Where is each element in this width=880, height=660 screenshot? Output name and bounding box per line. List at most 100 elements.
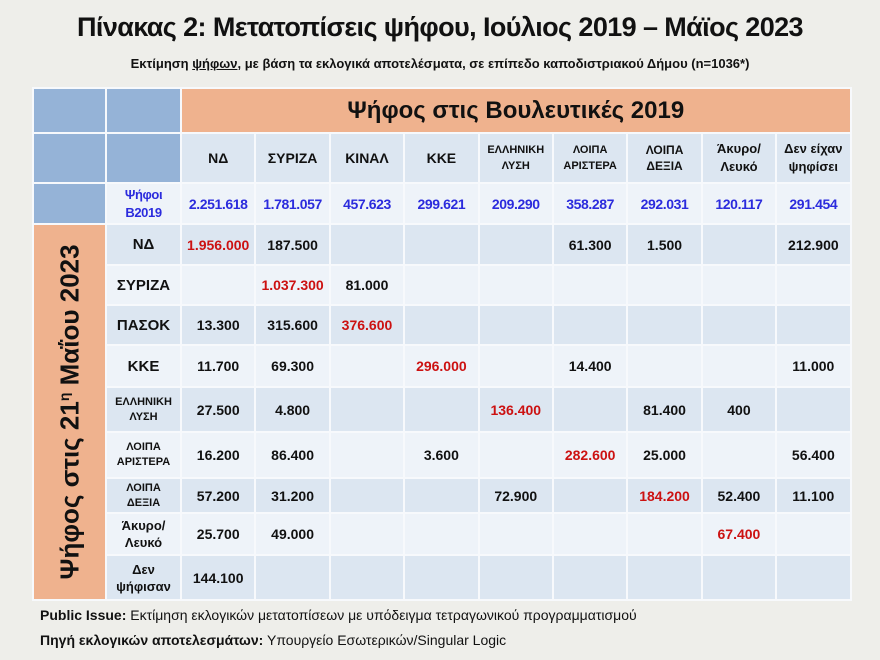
table-cell xyxy=(179,264,257,306)
votes-2019-cell: 291.454 xyxy=(775,182,852,225)
table-cell xyxy=(775,386,852,433)
table-cell xyxy=(626,304,703,346)
table-cell xyxy=(328,431,406,479)
table-row: ΕΛΛΗΝΙΚΗ ΛΥΣΗ 27.500 4.800 136.400 81.400 400 xyxy=(33,386,852,433)
table-cell: 31.200 xyxy=(254,477,331,514)
table-cell xyxy=(403,477,480,514)
table-cell: 81.000 xyxy=(328,264,406,306)
table-cell xyxy=(477,431,554,479)
votes-2019-cell: 2.251.618 xyxy=(179,182,257,225)
row-header: Δεν ψήφισαν xyxy=(105,554,182,601)
table-cell: 3.600 xyxy=(403,431,480,479)
corner-cell xyxy=(32,182,107,225)
table-cell xyxy=(700,223,778,266)
table-cell xyxy=(700,304,778,346)
table-cell xyxy=(551,512,629,556)
table-cell: 16.200 xyxy=(179,431,257,479)
table-cell xyxy=(700,264,778,306)
table-cell: 25.000 xyxy=(626,431,703,479)
column-header: ΚΙΝΑΛ xyxy=(328,132,406,184)
table-cell xyxy=(477,264,554,306)
votes-2019-cell: 292.031 xyxy=(626,182,703,225)
table-cell: 52.400 xyxy=(700,477,778,514)
table-cell xyxy=(551,386,629,433)
table-row: Άκυρο/Λευκό 25.700 49.000 67.400 xyxy=(33,512,852,556)
table-cell: 187.500 xyxy=(254,223,331,266)
table-cell xyxy=(328,477,406,514)
table-cell: 11.700 xyxy=(179,344,257,388)
table-row: ΣΥΡΙΖΑ 1.037.300 81.000 xyxy=(33,264,852,306)
table-row: ΛΟΙΠΑ ΔΕΞΙΑ 57.200 31.200 72.900 184.200 52.40… xyxy=(33,477,852,514)
row-header: ΣΥΡΙΖΑ xyxy=(105,264,182,306)
votes-2019-cell: 457.623 xyxy=(328,182,406,225)
column-header: ΣΥΡΙΖΑ xyxy=(254,132,331,184)
table-cell xyxy=(775,512,852,556)
table-cell: 144.100 xyxy=(179,554,257,601)
table-cell xyxy=(328,512,406,556)
column-header: ΕΛΛΗΝΙΚΗ ΛΥΣΗ xyxy=(477,132,554,184)
table-cell xyxy=(328,554,406,601)
table-cell xyxy=(551,477,629,514)
votes-2019-cell: 1.781.057 xyxy=(254,182,331,225)
table-cell: 72.900 xyxy=(477,477,554,514)
table-cell xyxy=(328,344,406,388)
table-cell xyxy=(626,512,703,556)
footer-source-method: Public Issue: Εκτίμηση εκλογικών μετατοπ… xyxy=(40,607,637,623)
table-cell: 14.400 xyxy=(551,344,629,388)
table-cell xyxy=(775,554,852,601)
table-cell: 13.300 xyxy=(179,304,257,346)
table-cell: 315.600 xyxy=(254,304,331,346)
diagonal-cell: 376.600 xyxy=(328,304,406,346)
corner-cell xyxy=(32,132,107,184)
table-cell xyxy=(403,554,480,601)
table-cell xyxy=(328,386,406,433)
table-cell xyxy=(626,344,703,388)
table-cell: 57.200 xyxy=(179,477,257,514)
table-cell: 61.300 xyxy=(551,223,629,266)
table-cell xyxy=(626,264,703,306)
table-cell xyxy=(700,431,778,479)
table-cell: 400 xyxy=(700,386,778,433)
column-header: ΚΚΕ xyxy=(403,132,480,184)
diagonal-cell: 67.400 xyxy=(700,512,778,556)
diagonal-cell: 282.600 xyxy=(551,431,629,479)
table-cell xyxy=(700,554,778,601)
table-cell xyxy=(403,386,480,433)
table-cell xyxy=(254,554,331,601)
table-cell: 4.800 xyxy=(254,386,331,433)
table-cell xyxy=(477,223,554,266)
table-cell xyxy=(700,344,778,388)
table-row: ΠΑΣΟΚ 13.300 315.600 376.600 xyxy=(33,304,852,346)
diagonal-cell: 1.037.300 xyxy=(254,264,331,306)
column-header: ΛΟΙΠΑ ΔΕΞΙΑ xyxy=(626,132,703,184)
diagonal-cell: 184.200 xyxy=(626,477,703,514)
table-cell xyxy=(403,223,480,266)
table-cell xyxy=(775,264,852,306)
page-subtitle: Εκτίμηση ψήφων, με βάση τα εκλογικά αποτ… xyxy=(130,56,750,71)
votes-label: Ψήφοι Β2019 xyxy=(105,182,182,225)
row-header: ΠΑΣΟΚ xyxy=(105,304,182,346)
row-header: ΚΚΕ xyxy=(105,344,182,388)
table-cell: 25.700 xyxy=(179,512,257,556)
table-cell xyxy=(775,304,852,346)
table-row: Ψήφος στις 21η Μαΐου 2023 ΝΔ 1.956.000 187.… xyxy=(32,223,852,601)
table-cell: 27.500 xyxy=(179,386,257,433)
table-cell: 56.400 xyxy=(775,431,852,479)
corner-cell xyxy=(105,132,182,184)
table-cell xyxy=(477,344,554,388)
diagonal-cell: 296.000 xyxy=(403,344,480,388)
row-header: ΛΟΙΠΑ ΔΕΞΙΑ xyxy=(105,477,182,514)
column-header: Δεν είχαν ψηφίσει xyxy=(775,132,852,184)
table-row: ΛΟΙΠΑ ΑΡΙΣΤΕΡΑ 16.200 86.400 3.600 282.600 25.… xyxy=(33,431,852,479)
table-cell xyxy=(551,264,629,306)
column-header: ΛΟΙΠΑ ΑΡΙΣΤΕΡΑ xyxy=(551,132,629,184)
votes-2019-cell: 358.287 xyxy=(551,182,629,225)
votes-2019-cell: 299.621 xyxy=(403,182,480,225)
corner-cell xyxy=(105,87,182,134)
table-row: Δεν ψήφισαν 144.100 xyxy=(33,554,852,601)
table-cell: 11.000 xyxy=(775,344,852,388)
table-cell xyxy=(626,554,703,601)
footer-source-results: Πηγή εκλογικών αποτελεσμάτων: Υπουργείο … xyxy=(40,632,507,648)
page-title: Πίνακας 2: Μετατοπίσεις ψήφου, Ιούλιος 2… xyxy=(77,12,804,42)
table-cell xyxy=(328,223,406,266)
